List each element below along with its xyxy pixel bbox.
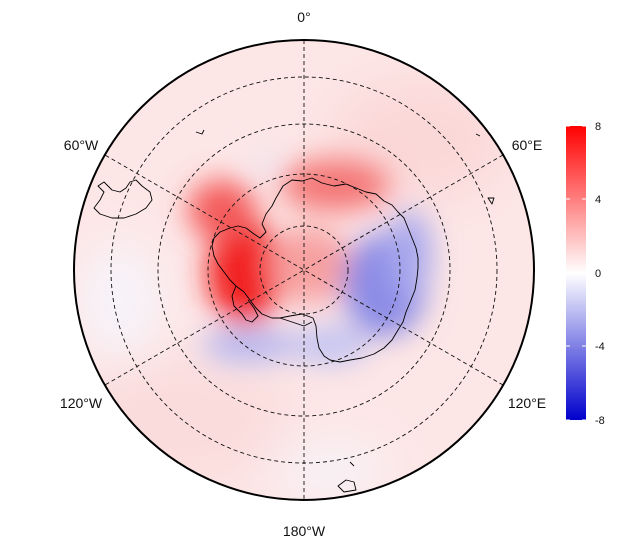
map-frame: [73, 39, 535, 501]
anomaly-amundsen-negative: [202, 327, 298, 363]
anomaly-east-antarctica: [270, 227, 350, 303]
anomaly-bellingshausen: [207, 220, 283, 324]
heard-island: [475, 133, 481, 137]
kerguelen: [487, 197, 495, 205]
lon-label-upper-left: 60°W: [64, 137, 99, 153]
colorbar-label-0: 0: [595, 268, 601, 280]
colorbar-label-4: 4: [595, 194, 601, 206]
graticule: [104, 40, 504, 500]
ross-ice-shelf: [279, 317, 313, 327]
south-georgia: [195, 129, 205, 135]
new-zealand-tip: [337, 479, 357, 493]
colorbar-label-neg4: -4: [595, 341, 605, 353]
anomaly-wilkes-negative: [388, 210, 432, 300]
colorbar-ticks: [566, 125, 586, 421]
coastline: [93, 129, 495, 493]
lon-label-top: 0°: [297, 9, 310, 25]
lon-label-upper-right: 60°E: [512, 137, 543, 153]
lon-label-bottom: 180°W: [283, 523, 326, 539]
antarctica-coastline: [211, 177, 419, 363]
lon-label-lower-right: 120°E: [508, 395, 546, 411]
anomaly-weddell: [280, 159, 390, 211]
antarctic-peninsula: [231, 285, 259, 323]
south-america-tip: [93, 179, 153, 219]
anomaly-ross-negative: [290, 325, 370, 365]
lon-label-lower-left: 120°W: [60, 395, 103, 411]
colorbar-ramp: [566, 126, 586, 420]
anomaly-peninsula: [188, 180, 256, 240]
colorbar-label-8: 8: [595, 121, 601, 133]
macquarie-island: [349, 461, 355, 467]
colorbar-label-neg8: -8: [595, 415, 605, 427]
latitude-circle-inner: [259, 225, 349, 315]
colorbar: 8 4 0 -4 -8: [566, 121, 605, 427]
